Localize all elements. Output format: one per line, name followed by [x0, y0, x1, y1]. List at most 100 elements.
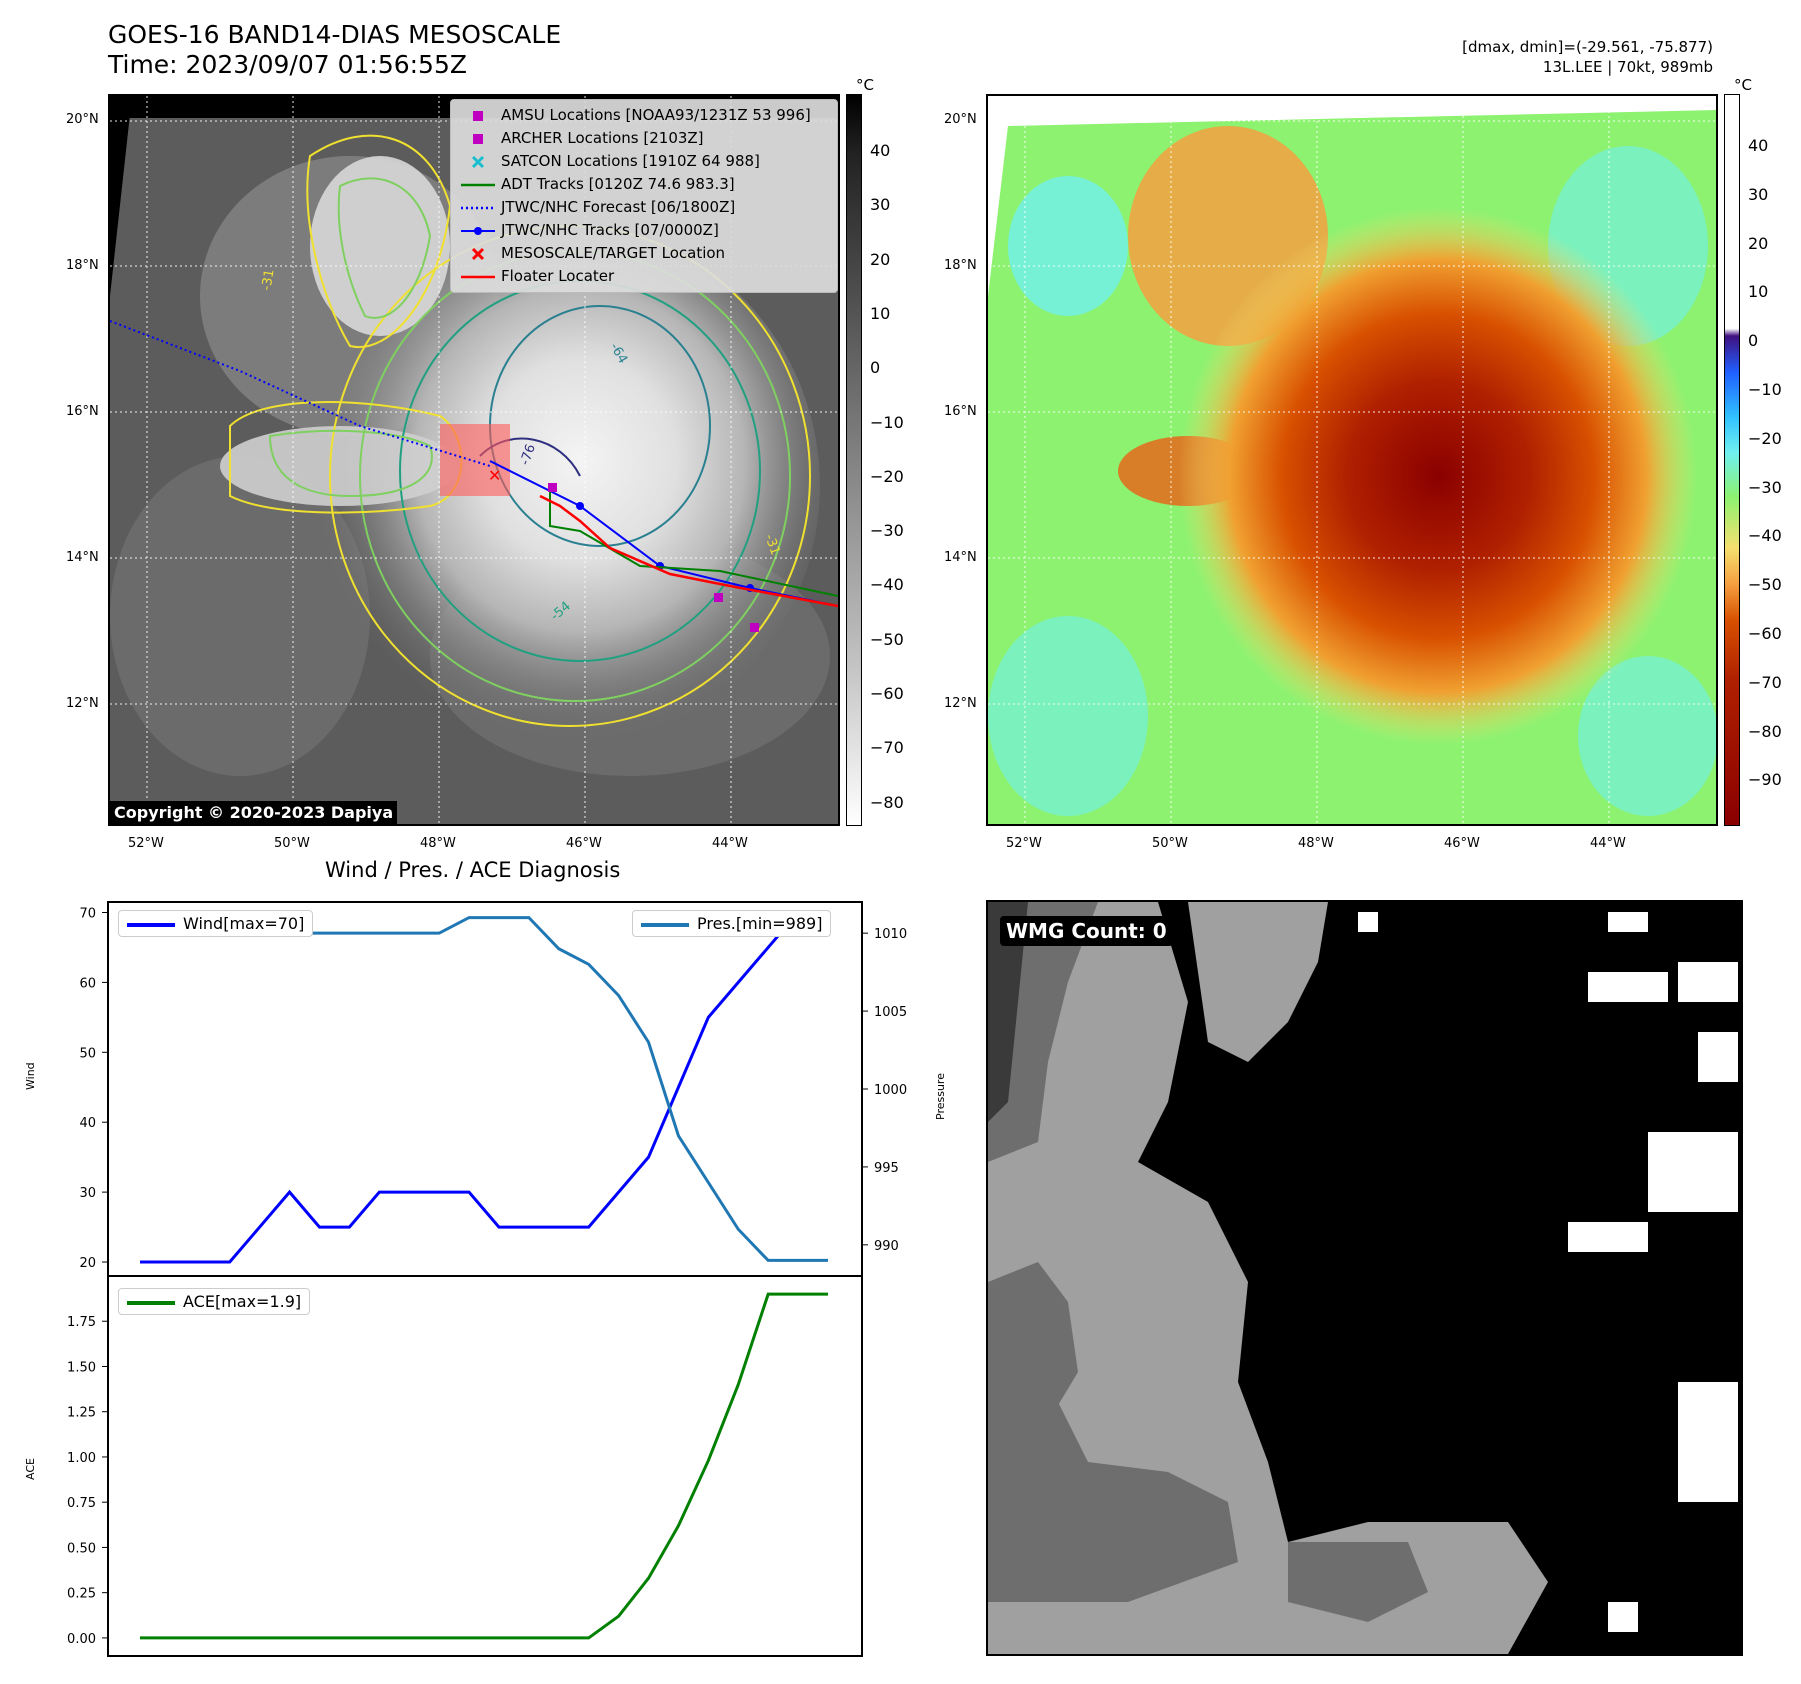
- wind-pressure-frame: [107, 901, 863, 1277]
- colorbar-tick: −80: [1748, 721, 1782, 741]
- grayscale-ir-map: ✕ -31 -64 -54 -31 -76 AMSU Locations [NO…: [108, 94, 840, 826]
- legend-label: AMSU Locations [NOAA93/1231Z 53 996]: [501, 106, 811, 124]
- wind-tick-label: 40: [79, 1116, 96, 1131]
- ace-tick-label: 1.25: [67, 1406, 96, 1421]
- blue-line-dot-icon: [461, 227, 495, 235]
- target-x-marker: ✕: [488, 466, 501, 485]
- legend-label: SATCON Locations [1910Z 64 988]: [501, 152, 760, 170]
- colorbar-tick: 10: [870, 303, 891, 323]
- lat-tick: 16°N: [944, 404, 977, 419]
- diagnosis-title: Wind / Pres. / ACE Diagnosis: [325, 858, 621, 882]
- map-time: Time: 2023/09/07 01:56:55Z: [108, 50, 467, 79]
- blue-dotted-line-icon: [461, 206, 495, 210]
- legend-item: SATCON Locations [1910Z 64 988]: [451, 150, 837, 173]
- legend-item: JTWC/NHC Forecast [06/1800Z]: [451, 196, 837, 219]
- gray-colorbar-unit: °C: [856, 76, 874, 94]
- ace-tick-label: 0.50: [67, 1541, 96, 1556]
- map-title: GOES-16 BAND14-DIAS MESOSCALE: [108, 20, 562, 49]
- pressure-tick-label: 1010: [874, 927, 907, 942]
- ace-tick-label: 0.75: [67, 1496, 96, 1511]
- colorbar-tick: −30: [870, 521, 904, 541]
- colorbar-tick: −50: [1748, 575, 1782, 595]
- colorbar-tick: −30: [1748, 477, 1782, 497]
- colorbar-tick: −50: [870, 629, 904, 649]
- lat-tick: 20°N: [66, 112, 99, 127]
- stats-line-2: 13L.LEE | 70kt, 989mb: [1542, 58, 1713, 76]
- colorbar-tick: −60: [1748, 624, 1782, 643]
- ace-legend-line-icon: [127, 1301, 175, 1305]
- wind-legend: Wind[max=70]: [118, 910, 314, 937]
- lat-tick: 14°N: [944, 550, 977, 565]
- lon-tick: 46°W: [1444, 836, 1480, 851]
- stats-line-1: [dmax, dmin]=(-29.561, -75.877): [1462, 38, 1713, 56]
- floater-locater: [539, 494, 838, 608]
- pressure-tick-label: 990: [874, 1239, 899, 1254]
- lon-tick: 46°W: [566, 836, 602, 851]
- colorbar-tick: −20: [1748, 428, 1782, 448]
- ace-frame: [107, 1275, 863, 1657]
- wind-tick-label: 60: [79, 976, 96, 991]
- wmg-image: [988, 902, 1741, 1654]
- wind-tick-label: 30: [79, 1186, 96, 1201]
- colorbar-tick: −70: [1748, 672, 1782, 692]
- lon-tick: 50°W: [274, 836, 310, 851]
- legend-item: ARCHER Locations [2103Z]: [451, 127, 837, 150]
- legend-label: JTWC/NHC Tracks [07/0000Z]: [501, 221, 719, 239]
- diagnosis-chart: 70 60 50 40 30 20 1010 1005 1000 995 990 1.75 1.50 1…: [67, 901, 907, 1657]
- colorbar-tick: −70: [870, 738, 904, 758]
- lat-tick: 16°N: [66, 404, 99, 419]
- wind-tick-label: 70: [79, 906, 96, 921]
- colorbar-tick: −40: [1748, 526, 1782, 546]
- colorbar-tick: 40: [1748, 136, 1769, 155]
- legend-item: MESOSCALE/TARGET Location: [451, 242, 837, 265]
- lat-tick: 12°N: [66, 696, 99, 711]
- pressure-legend: Pres.[min=989]: [632, 910, 832, 937]
- ace-tick-label: 0.25: [67, 1587, 96, 1602]
- contour-label: -31: [761, 532, 782, 557]
- lat-tick: 12°N: [944, 696, 977, 711]
- lon-tick: 44°W: [712, 836, 748, 851]
- red-x-marker-icon: [471, 247, 485, 261]
- lat-tick: 18°N: [66, 258, 99, 273]
- legend-label: JTWC/NHC Forecast [06/1800Z]: [501, 198, 736, 216]
- legend-item: JTWC/NHC Tracks [07/0000Z]: [451, 219, 837, 242]
- lat-tick: 18°N: [944, 258, 977, 273]
- map-legend: AMSU Locations [NOAA93/1231Z 53 996] ARC…: [450, 99, 838, 293]
- colorbar-tick: 0: [870, 358, 881, 378]
- lon-tick: 52°W: [128, 836, 164, 851]
- colorbar-tick: −40: [870, 575, 904, 595]
- contour-label: -31: [259, 268, 277, 292]
- colorbar-tick: −90: [1748, 770, 1782, 790]
- colorbar-tick: 40: [870, 141, 891, 160]
- legend-item: Floater Locater: [451, 265, 837, 288]
- ace-tick-label: 1.75: [67, 1315, 96, 1330]
- lat-tick: 14°N: [66, 550, 99, 565]
- wind-tick-label: 50: [79, 1046, 96, 1061]
- wind-tick-label: 20: [79, 1256, 96, 1271]
- colorbar-tick: −20: [870, 466, 904, 486]
- legend-label: ADT Tracks [0120Z 74.6 983.3]: [501, 175, 735, 193]
- colorbar-tick: 30: [870, 195, 891, 215]
- legend-item: AMSU Locations [NOAA93/1231Z 53 996]: [451, 104, 837, 127]
- colorbar-tick: 20: [870, 249, 891, 269]
- ace-tick-label: 1.50: [67, 1360, 96, 1375]
- pressure-legend-label: Pres.[min=989]: [697, 914, 823, 933]
- contour-label: -76: [518, 442, 539, 467]
- ace-tick-label: 1.00: [67, 1451, 96, 1466]
- colorbar-tick: −10: [870, 412, 904, 432]
- colorbar-tick: −80: [870, 792, 904, 812]
- pressure-tick-label: 995: [874, 1161, 899, 1176]
- pressure-tick-label: 1000: [874, 1083, 907, 1098]
- color-colorbar: [1724, 94, 1740, 826]
- gray-colorbar: [846, 94, 862, 826]
- wmg-count-badge: WMG Count: 0: [1000, 916, 1173, 946]
- pressure-legend-line-icon: [641, 923, 689, 927]
- colorbar-tick: 30: [1748, 184, 1769, 204]
- ace-tick-label: 0.00: [67, 1632, 96, 1647]
- wmg-panel: WMG Count: 0: [986, 900, 1743, 1656]
- copyright-badge: Copyright © 2020-2023 Dapiya: [110, 801, 398, 824]
- pressure-tick-label: 1005: [874, 1005, 907, 1020]
- ace-legend-label: ACE[max=1.9]: [183, 1292, 302, 1311]
- lon-tick: 48°W: [420, 836, 456, 851]
- wind-legend-line-icon: [127, 923, 175, 927]
